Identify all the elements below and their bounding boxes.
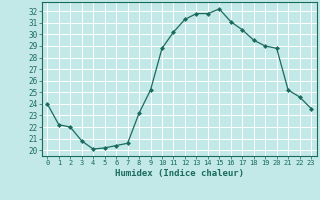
X-axis label: Humidex (Indice chaleur): Humidex (Indice chaleur): [115, 169, 244, 178]
